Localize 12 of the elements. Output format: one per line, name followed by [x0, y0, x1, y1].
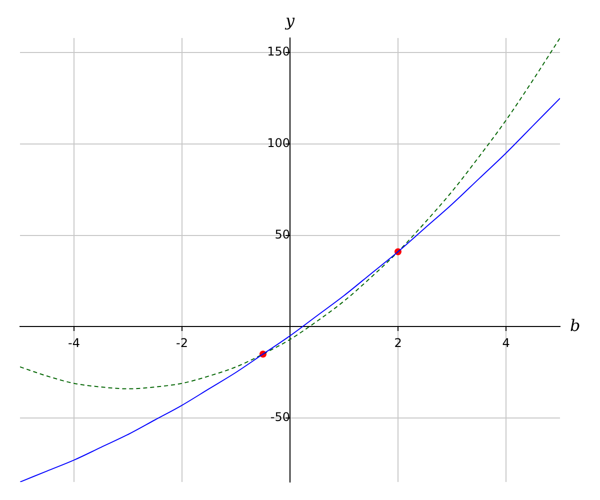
y-tick-label: 50 [274, 227, 290, 242]
x-tick-label: 2 [394, 336, 402, 350]
x-tick-label: 4 [502, 336, 510, 350]
x-tick-label: -2 [176, 336, 188, 350]
y-tick-label: 150 [267, 44, 290, 59]
y-axis-title: y [284, 11, 296, 30]
x-tick-label: -4 [68, 336, 80, 350]
y-tick-label: -50 [270, 410, 290, 424]
x-axis-title: b [570, 316, 580, 335]
line-series [20, 38, 560, 390]
line-series [20, 98, 560, 482]
y-tick-label: 100 [267, 136, 290, 150]
